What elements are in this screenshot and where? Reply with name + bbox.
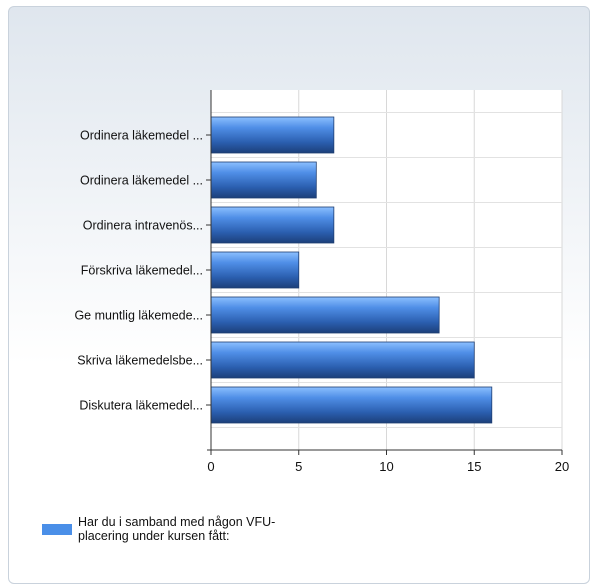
bar bbox=[210, 296, 440, 334]
category-label: Diskutera läkemedel... bbox=[79, 399, 203, 413]
category-labels: Ordinera läkemedel ... Ordinera läkemedel… bbox=[74, 129, 203, 413]
legend-swatch bbox=[42, 523, 72, 535]
x-tick-label: 5 bbox=[295, 459, 302, 474]
bars bbox=[210, 116, 493, 424]
x-tick-label: 15 bbox=[467, 459, 481, 474]
bar bbox=[210, 251, 300, 289]
bar bbox=[210, 206, 335, 244]
tick-labels: 0 5 10 15 20 bbox=[207, 459, 569, 474]
legend: Har du i samband med någon VFU-placering… bbox=[42, 515, 288, 543]
category-label: Ordinera läkemedel ... bbox=[80, 129, 203, 143]
bar bbox=[210, 386, 493, 424]
category-label: Ordinera läkemedel ... bbox=[80, 174, 203, 188]
legend-label: Har du i samband med någon VFU-placering… bbox=[78, 515, 276, 543]
bar bbox=[210, 341, 475, 379]
category-label: Förskriva läkemedel... bbox=[81, 264, 203, 278]
bar bbox=[210, 116, 335, 154]
x-tick-label: 20 bbox=[555, 459, 569, 474]
category-label: Ordinera intravenös... bbox=[83, 219, 203, 233]
x-tick-label: 0 bbox=[207, 459, 214, 474]
axes bbox=[206, 90, 563, 455]
bar bbox=[210, 161, 317, 199]
category-label: Skriva läkemedelsbe... bbox=[77, 354, 203, 368]
category-label: Ge muntlig läkemede... bbox=[74, 309, 203, 323]
x-tick-label: 10 bbox=[379, 459, 393, 474]
